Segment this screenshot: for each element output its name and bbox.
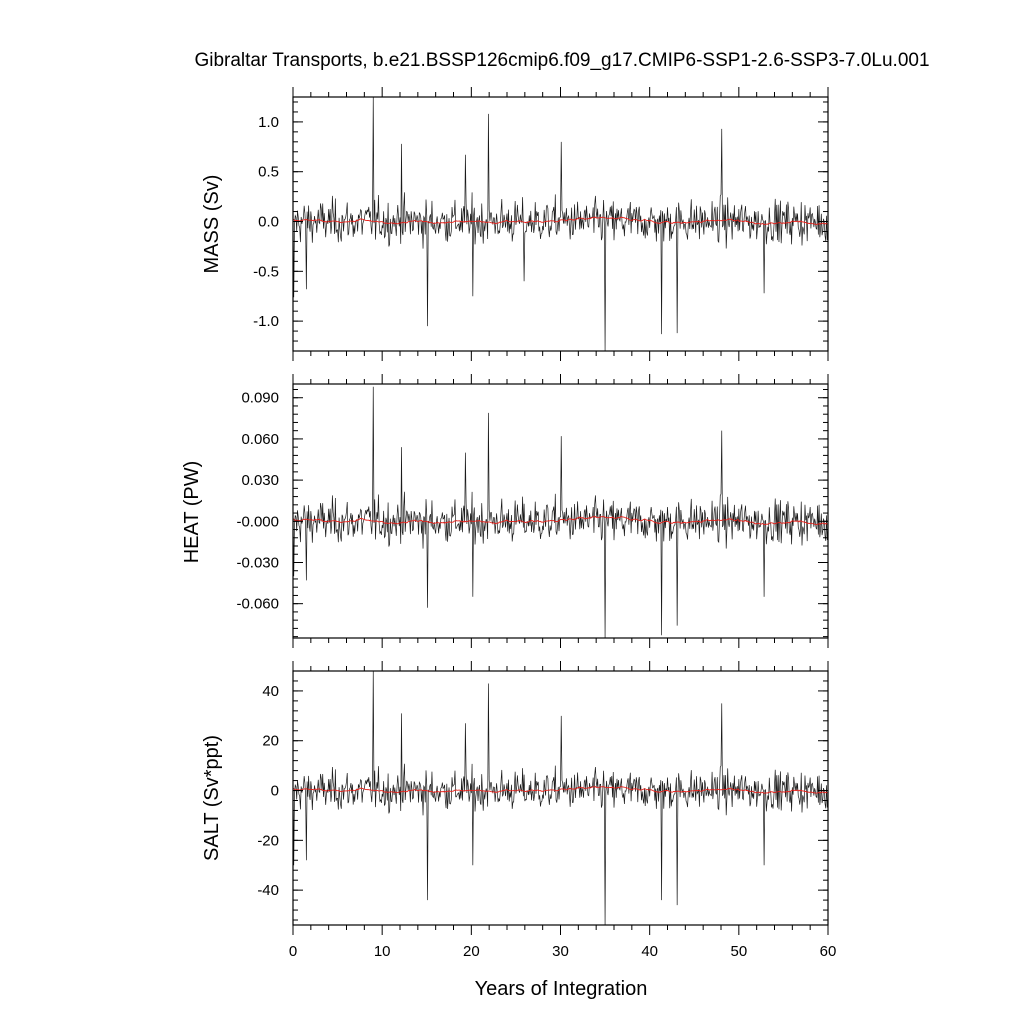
mass-y-tick-label: -0.5 bbox=[253, 263, 279, 280]
heat-panel: HEAT (PW) -0.060 -0.030 -0.000 0.030 0.060 0.… bbox=[181, 374, 829, 648]
mass-panel: MASS (Sv) -1.0 -0.5 0.0 0.5 1.0 bbox=[201, 87, 829, 361]
salt-x-tick-label: 40 bbox=[641, 943, 658, 960]
mass-y-tick-label: 0.5 bbox=[258, 164, 279, 181]
heat-y-tick-label: 0.090 bbox=[241, 390, 279, 407]
salt-x-tick-label: 0 bbox=[289, 943, 297, 960]
mass-smoothed-series-line bbox=[293, 216, 828, 226]
salt-y-tick-label: -40 bbox=[257, 882, 279, 899]
salt-y-tick-label: 40 bbox=[262, 683, 279, 700]
salt-x-tick-label: 20 bbox=[463, 943, 480, 960]
mass-y-axis-label: MASS (Sv) bbox=[201, 175, 223, 274]
salt-x-tick-label: 50 bbox=[730, 943, 747, 960]
heat-y-tick-label: -0.000 bbox=[236, 513, 279, 530]
salt-y-tick-label: -20 bbox=[257, 832, 279, 849]
salt-panel: SALT (Sv*ppt) -40 -20 0 20 40 0 10 20 30 40 50 60 bbox=[201, 661, 836, 960]
mass-y-tick-label: 1.0 bbox=[258, 114, 279, 131]
salt-y-axis-label: SALT (Sv*ppt) bbox=[201, 735, 223, 861]
heat-y-tick-label: 0.030 bbox=[241, 472, 279, 489]
salt-raw-series-line bbox=[293, 671, 828, 925]
heat-smoothed-series-line bbox=[293, 515, 828, 526]
chart-title: Gibraltar Transports, b.e21.BSSP126cmip6… bbox=[194, 50, 929, 71]
heat-y-axis-label: HEAT (PW) bbox=[181, 461, 203, 564]
salt-y-tick-label: 0 bbox=[271, 783, 279, 800]
x-axis-label: Years of Integration bbox=[475, 978, 648, 1000]
salt-x-tick-label: 10 bbox=[374, 943, 391, 960]
salt-smoothed-series-line bbox=[293, 786, 828, 794]
heat-y-tick-label: -0.030 bbox=[236, 554, 279, 571]
salt-x-tick-label: 60 bbox=[820, 943, 837, 960]
heat-y-tick-label: -0.060 bbox=[236, 596, 279, 613]
salt-x-tick-label: 30 bbox=[552, 943, 569, 960]
mass-y-tick-label: 0.0 bbox=[258, 214, 279, 231]
mass-raw-series-line bbox=[293, 97, 828, 351]
heat-raw-series-line bbox=[293, 386, 828, 638]
mass-y-tick-label: -1.0 bbox=[253, 313, 279, 330]
heat-y-tick-label: 0.060 bbox=[241, 431, 279, 448]
salt-y-tick-label: 20 bbox=[262, 733, 279, 750]
